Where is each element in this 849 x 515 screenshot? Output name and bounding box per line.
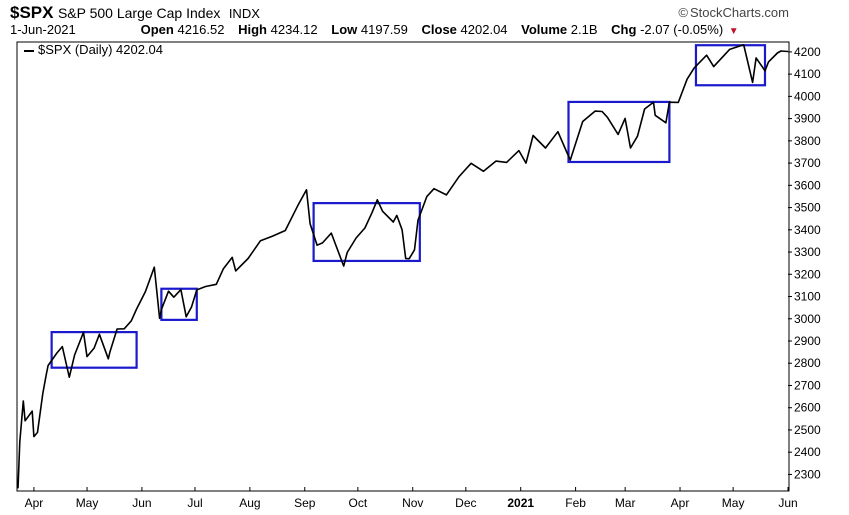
exchange-label: INDX — [228, 6, 260, 21]
copyright-icon: © — [678, 5, 689, 20]
chg-value: -2.07 (-0.05%) — [640, 22, 724, 37]
chart-legend: $SPX (Daily) 4202.04 — [24, 42, 163, 57]
x-tick-label: Nov — [402, 496, 423, 510]
y-tick-label: 3600 — [794, 178, 821, 192]
y-tick-label: 2900 — [794, 334, 821, 348]
legend-label: $SPX (Daily) 4202.04 — [38, 42, 164, 57]
highlight-box — [567, 100, 671, 164]
credit: © StockCharts.com — [678, 5, 789, 20]
x-tick-label: Mar — [615, 496, 636, 510]
y-tick-label: 2400 — [794, 445, 821, 459]
highlight-box — [50, 331, 138, 369]
highlight-boxes — [50, 44, 767, 369]
legend-swatch — [24, 49, 34, 52]
x-tick-label: Apr — [671, 496, 690, 510]
y-tick-label: 3200 — [794, 267, 821, 281]
highlight-box — [160, 287, 198, 321]
x-tick-label: Aug — [239, 496, 260, 510]
volume-label: Volume — [521, 22, 568, 37]
y-tick-label: 3100 — [794, 290, 821, 304]
credit-text: StockCharts.com — [690, 5, 789, 20]
x-tick-label: May — [76, 496, 99, 510]
highlight-box — [312, 202, 421, 263]
y-tick-label: 3500 — [794, 201, 821, 215]
y-tick-label: 3000 — [794, 312, 821, 326]
quote-row: 1-Jun-2021 Open 4216.52 High 4234.12 Low… — [10, 22, 739, 37]
y-tick-label: 4200 — [794, 45, 821, 59]
plot-frame — [16, 41, 790, 492]
ticker-symbol: $SPX — [10, 3, 54, 22]
down-triangle-icon: ▼ — [728, 26, 739, 37]
x-tick-label: Jun — [778, 496, 797, 510]
low-value: 4197.59 — [360, 22, 408, 37]
close-label: Close — [421, 22, 457, 37]
x-axis: Apr May Jun Jul Aug Sep Oct Nov Dec 2021 Feb Mar Apr… — [25, 487, 798, 510]
x-tick-label: Dec — [455, 496, 476, 510]
close-value: 4202.04 — [460, 22, 508, 37]
y-tick-label: 2600 — [794, 401, 821, 415]
x-tick-label: Oct — [349, 496, 368, 510]
high-label: High — [238, 22, 267, 37]
y-tick-label: 4000 — [794, 89, 821, 103]
x-tick-label: 2021 — [507, 496, 534, 510]
y-tick-label: 2500 — [794, 423, 821, 437]
y-tick-label: 4100 — [794, 67, 821, 81]
x-tick-label: May — [722, 496, 745, 510]
high-value: 4234.12 — [270, 22, 318, 37]
y-tick-label: 3300 — [794, 245, 821, 259]
chart-header: $SPX S&P 500 Large Cap Index INDX — [10, 3, 260, 23]
volume-value: 2.1B — [570, 22, 598, 37]
open-value: 4216.52 — [177, 22, 225, 37]
y-tick-label: 2800 — [794, 356, 821, 370]
y-tick-label: 2300 — [794, 467, 821, 481]
price-line — [17, 44, 789, 489]
low-label: Low — [331, 22, 358, 37]
quote-date: 1-Jun-2021 — [10, 22, 76, 37]
x-tick-label: Feb — [565, 496, 586, 510]
x-tick-label: Jul — [187, 496, 202, 510]
security-name: S&P 500 Large Cap Index — [57, 5, 221, 21]
y-tick-label: 3900 — [794, 112, 821, 126]
chg-label: Chg — [611, 22, 637, 37]
x-tick-label: Sep — [294, 496, 316, 510]
x-tick-label: Apr — [25, 496, 44, 510]
y-axis: 2300 2400 2500 2600 2700 2800 2900 3000 3100 3200… — [788, 45, 821, 481]
open-label: Open — [140, 22, 174, 37]
y-tick-label: 3800 — [794, 134, 821, 148]
y-tick-label: 3700 — [794, 156, 821, 170]
y-tick-label: 2700 — [794, 378, 821, 392]
y-tick-label: 3400 — [794, 223, 821, 237]
x-tick-label: Jun — [132, 496, 151, 510]
